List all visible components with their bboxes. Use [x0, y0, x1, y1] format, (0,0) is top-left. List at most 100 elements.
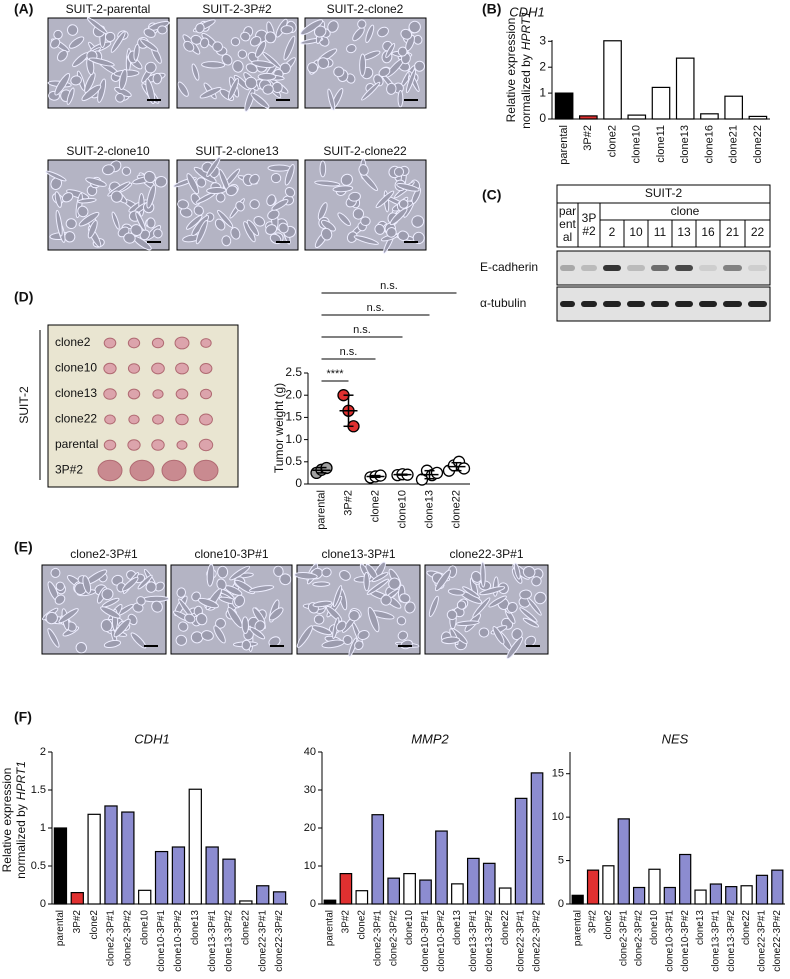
cell [312, 600, 333, 608]
tumor [127, 439, 141, 451]
x-tick-label: clone10 [396, 490, 408, 529]
cell [102, 164, 115, 176]
bar [188, 788, 202, 905]
y-tick-label: 20 [304, 822, 316, 834]
cell [352, 208, 365, 220]
x-tick-label: clone22-3P#2 [772, 910, 783, 972]
panel-label: (A) [14, 1, 33, 17]
tumor-row-label: parental [55, 437, 98, 451]
tumor [151, 439, 165, 451]
lane-label: 2 [609, 225, 616, 239]
cell [101, 588, 114, 601]
cell [54, 191, 62, 208]
cell [100, 619, 113, 633]
x-tick-label: clone2 [603, 910, 614, 940]
cell [399, 593, 411, 604]
cell [133, 43, 140, 61]
bar [435, 830, 448, 905]
cell [246, 219, 260, 237]
bar [104, 805, 118, 905]
cell [86, 185, 98, 197]
cell [111, 211, 120, 230]
bar [748, 115, 768, 120]
cell [396, 183, 420, 192]
tumor [129, 459, 155, 482]
lane-label: 3P [582, 211, 597, 225]
cell [199, 86, 222, 99]
x-tick-label: clone22 [240, 910, 251, 945]
cell [524, 635, 536, 647]
tumor-row-label: clone2 [55, 335, 91, 349]
tumor [174, 336, 190, 350]
tumor [103, 362, 117, 375]
cell [408, 20, 421, 34]
cell [358, 164, 369, 176]
y-tick-label: 3 [539, 33, 546, 47]
cell [64, 231, 76, 243]
cell [85, 177, 107, 187]
blot-band [627, 301, 645, 307]
y-tick-label: 1.5 [31, 784, 46, 796]
cell [268, 607, 284, 621]
cell [262, 84, 274, 95]
cell [251, 60, 275, 69]
cell [511, 628, 523, 641]
tumor [151, 337, 165, 349]
cell [84, 72, 96, 93]
cell [221, 235, 232, 247]
cell [411, 215, 425, 228]
cell [506, 601, 518, 614]
cell [307, 62, 319, 74]
x-tick-label: clone10 [404, 910, 415, 945]
bar [632, 886, 646, 905]
cell [273, 565, 284, 577]
tumor [152, 389, 164, 399]
tumor [151, 362, 165, 375]
tumor-row-label: clone22 [55, 412, 97, 426]
cell [235, 201, 245, 212]
lane-label: ent [559, 217, 576, 231]
significance-label: n.s. [367, 302, 385, 314]
x-tick-label: clone2-3P#2 [122, 910, 133, 967]
cell [492, 626, 505, 645]
cell [284, 164, 295, 186]
bar [256, 885, 270, 905]
significance-label: n.s. [353, 324, 371, 336]
micrograph-caption: clone2-3P#1 [70, 547, 138, 561]
tumor [176, 440, 188, 450]
significance-label: **** [326, 368, 344, 380]
cell [314, 180, 341, 187]
cell [213, 625, 226, 644]
cell [157, 25, 168, 35]
cell [267, 164, 292, 172]
cell [380, 594, 392, 606]
cell [143, 28, 156, 38]
cell [296, 625, 314, 648]
tumor-row-label: clone10 [55, 361, 97, 375]
data-point [457, 462, 471, 475]
cell [280, 25, 294, 35]
cell [386, 82, 397, 95]
tumor [175, 413, 189, 426]
y-tick-label: 1.5 [285, 410, 302, 424]
cell [249, 173, 260, 185]
x-tick-label: clone13 [679, 125, 691, 164]
panel-label: (C) [482, 187, 501, 203]
blot-band [603, 265, 621, 271]
x-tick-label: 3P#2 [342, 490, 354, 516]
micrograph-caption: SUIT-2-3P#2 [202, 2, 272, 16]
bar [771, 869, 784, 905]
table-frame [556, 184, 771, 248]
cell [184, 613, 196, 624]
cell [365, 24, 375, 44]
cell [373, 74, 384, 87]
cell [87, 220, 98, 239]
cell [519, 589, 532, 600]
bar [651, 86, 671, 120]
bar [121, 811, 135, 905]
tumor [199, 413, 213, 426]
y-tick-label: 0 [310, 898, 316, 910]
cell [519, 607, 538, 623]
cell [110, 31, 126, 53]
